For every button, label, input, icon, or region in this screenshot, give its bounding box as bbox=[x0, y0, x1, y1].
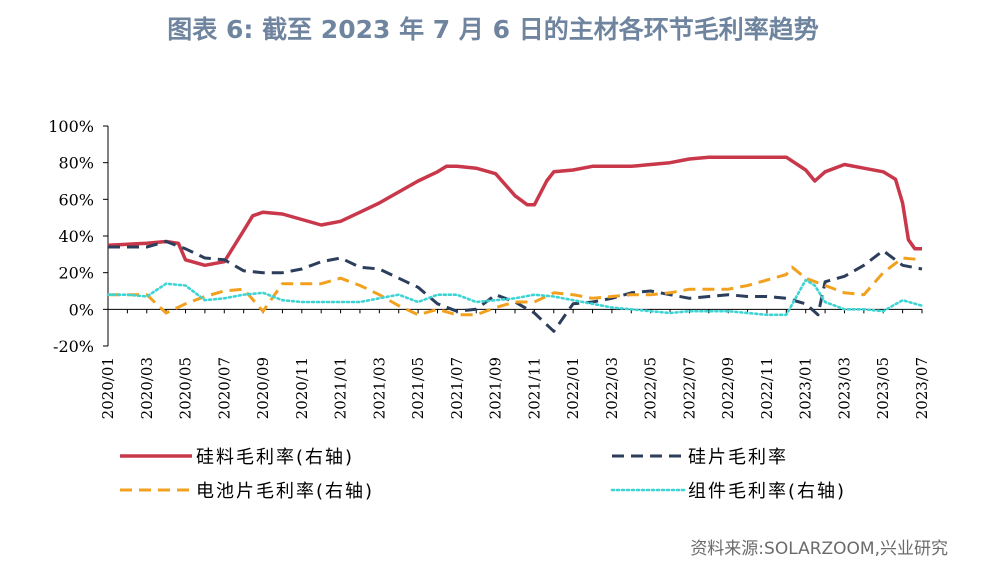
legend-module-label: 组件毛利率(右轴) bbox=[688, 481, 846, 502]
x-tick-label: 2022/11 bbox=[758, 357, 776, 419]
x-tick-label: 2020/01 bbox=[99, 357, 117, 419]
y-axis-ticks: 100% 80% 60% 40% 20% 0% -20% bbox=[48, 117, 108, 356]
x-tick-label: 2021/09 bbox=[487, 357, 505, 419]
x-tick-label: 2022/03 bbox=[603, 357, 621, 419]
x-tick-label: 2023/05 bbox=[874, 357, 892, 419]
y-tick-label: 100% bbox=[48, 117, 94, 136]
x-tick-label: 2021/05 bbox=[409, 357, 427, 419]
legend-wafer-label: 硅片毛利率 bbox=[688, 447, 788, 468]
x-tick-label: 2021/11 bbox=[525, 357, 543, 419]
x-tick-label: 2023/07 bbox=[913, 357, 931, 419]
series-silicon-line bbox=[107, 155, 922, 268]
x-tick-label: 2022/09 bbox=[719, 357, 737, 419]
chart-title: 图表 6: 截至 2023 年 7 月 6 日的主材各环节毛利率趋势 bbox=[167, 15, 819, 44]
series-cell-line bbox=[108, 256, 923, 317]
y-tick-label: 20% bbox=[58, 264, 94, 283]
y-tick-label: -20% bbox=[53, 337, 94, 356]
series-module-line bbox=[106, 278, 924, 317]
x-tick-label: 2020/09 bbox=[254, 357, 272, 419]
x-tick-label: 2020/07 bbox=[215, 357, 233, 419]
x-axis-ticks: 2020/01 2020/03 2020/05 2020/07 2020/09 2020/… bbox=[99, 309, 931, 419]
x-tick-label: 2022/01 bbox=[564, 357, 582, 419]
series-lines bbox=[106, 155, 924, 333]
x-tick-label: 2022/05 bbox=[642, 357, 660, 419]
legend-silicon-label: 硅料毛利率(右轴) bbox=[196, 447, 354, 468]
x-tick-label: 2022/07 bbox=[680, 357, 698, 419]
x-tick-label: 2020/03 bbox=[138, 357, 156, 419]
y-tick-label: 0% bbox=[69, 300, 94, 319]
source-note: 资料来源:SOLARZOOM,兴业研究 bbox=[690, 539, 948, 559]
x-tick-label: 2023/01 bbox=[797, 357, 815, 419]
y-tick-label: 80% bbox=[58, 154, 94, 173]
legend-cell-label: 电池片毛利率(右轴) bbox=[196, 481, 374, 502]
y-tick-label: 40% bbox=[58, 227, 94, 246]
x-tick-label: 2021/01 bbox=[332, 357, 350, 419]
x-tick-label: 2021/07 bbox=[448, 357, 466, 419]
x-tick-label: 2020/11 bbox=[293, 357, 311, 419]
series-wafer-line bbox=[108, 240, 923, 333]
x-tick-label: 2021/03 bbox=[370, 357, 388, 419]
x-tick-label: 2020/05 bbox=[177, 357, 195, 419]
y-tick-label: 60% bbox=[58, 190, 94, 209]
x-tick-label: 2023/03 bbox=[835, 357, 853, 419]
